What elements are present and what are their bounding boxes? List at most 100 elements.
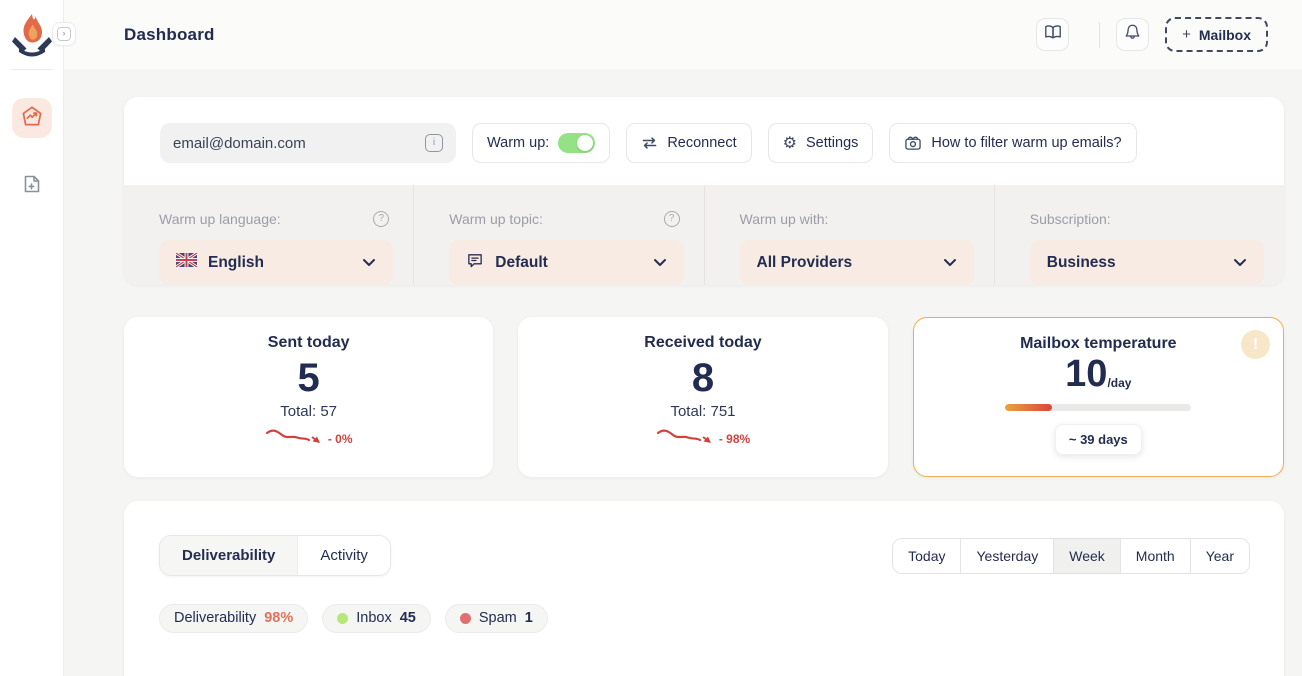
mailbox-settings-row: Warm up language: ? bbox=[124, 185, 1284, 285]
home-trend-icon bbox=[21, 105, 43, 132]
sent-today-total: Total: 57 bbox=[280, 403, 338, 420]
warmup-with-dropdown[interactable]: All Providers bbox=[739, 240, 974, 285]
temperature-title: Mailbox temperature bbox=[1020, 335, 1177, 352]
warmup-with-label: Warm up with: bbox=[739, 211, 829, 227]
email-value: email@domain.com bbox=[173, 134, 306, 152]
sent-today-trend: - 0% bbox=[124, 427, 493, 450]
chevron-down-icon bbox=[943, 258, 957, 267]
temperature-progress-fill bbox=[1005, 403, 1052, 411]
reconnect-label: Reconnect bbox=[667, 135, 737, 151]
received-today-total: Total: 751 bbox=[670, 403, 736, 420]
sent-today-value: 5 bbox=[297, 356, 320, 400]
campfire-logo[interactable] bbox=[11, 12, 53, 58]
warmup-label: Warm up: bbox=[487, 135, 550, 151]
received-today-card: Received today 8 Total: 751 - 98% bbox=[518, 317, 888, 477]
received-today-title: Received today bbox=[644, 334, 762, 351]
bell-icon bbox=[1124, 23, 1141, 46]
range-today[interactable]: Today bbox=[893, 538, 961, 573]
warmup-with-value: All Providers bbox=[756, 253, 853, 271]
info-icon[interactable]: i bbox=[425, 134, 443, 152]
top-header: Dashboard bbox=[64, 0, 1302, 69]
sidebar-item-dashboard[interactable] bbox=[11, 98, 52, 138]
warmup-language-label: Warm up language: bbox=[159, 211, 281, 227]
subscription-label: Subscription: bbox=[1029, 211, 1111, 227]
warmup-toggle-box: Warm up: bbox=[472, 123, 611, 163]
sidebar-divider bbox=[10, 69, 53, 70]
main-area: Dashboard bbox=[64, 0, 1302, 676]
legend-inbox-label: Inbox bbox=[356, 610, 392, 626]
legend-spam-label: Spam bbox=[478, 610, 517, 626]
warmup-topic-dropdown[interactable]: Default bbox=[449, 240, 684, 285]
setting-warmup-topic: Warm up topic: ? Default bbox=[413, 185, 703, 285]
chart-controls-row: Deliverability Activity Today Yesterday … bbox=[159, 535, 1250, 576]
warmup-language-value: English bbox=[208, 253, 264, 271]
header-divider bbox=[1099, 21, 1101, 48]
toggle-knob bbox=[577, 135, 594, 151]
range-year[interactable]: Year bbox=[1189, 538, 1249, 573]
range-week[interactable]: Week bbox=[1053, 538, 1120, 573]
email-field[interactable]: email@domain.com i bbox=[160, 123, 456, 163]
chevron-down-icon bbox=[653, 258, 667, 267]
settings-button[interactable]: ⚙ Settings bbox=[767, 123, 874, 163]
setting-subscription: Subscription: Business bbox=[993, 185, 1284, 285]
page-title: Dashboard bbox=[124, 24, 215, 44]
tab-activity[interactable]: Activity bbox=[298, 536, 390, 575]
warmup-toggle[interactable] bbox=[558, 133, 596, 153]
setting-warmup-language: Warm up language: ? bbox=[124, 185, 413, 285]
spam-dot-icon bbox=[459, 612, 471, 624]
help-icon[interactable]: ? bbox=[663, 211, 680, 227]
range-filter: Today Yesterday Week Month Year bbox=[892, 537, 1250, 574]
content: email@domain.com i Warm up: bbox=[64, 69, 1302, 676]
notifications-button[interactable] bbox=[1116, 18, 1150, 51]
book-icon bbox=[1044, 24, 1062, 45]
inbox-dot-icon bbox=[337, 612, 349, 624]
howto-filter-button[interactable]: How to filter warm up emails? bbox=[889, 123, 1137, 163]
reconnect-icon bbox=[641, 135, 658, 151]
reconnect-button[interactable]: Reconnect bbox=[626, 123, 752, 163]
temperature-eta-badge: ~ 39 days bbox=[1054, 423, 1142, 455]
chevron-down-icon bbox=[362, 258, 376, 267]
help-icon[interactable]: ? bbox=[373, 211, 390, 227]
sent-today-trend-label: - 0% bbox=[327, 431, 353, 446]
howto-filter-label: How to filter warm up emails? bbox=[931, 135, 1122, 151]
range-yesterday[interactable]: Yesterday bbox=[960, 538, 1054, 573]
tab-deliverability[interactable]: Deliverability bbox=[160, 536, 299, 575]
setting-warmup-with: Warm up with: All Providers bbox=[703, 185, 994, 285]
temperature-value: 10 bbox=[1065, 353, 1108, 395]
mailbox-card: email@domain.com i Warm up: bbox=[124, 97, 1284, 285]
warmup-language-dropdown[interactable]: English bbox=[159, 240, 394, 285]
alert-icon[interactable]: ! bbox=[1240, 330, 1270, 359]
downtrend-line-icon bbox=[265, 427, 323, 450]
legend-spam[interactable]: Spam 1 bbox=[444, 604, 548, 633]
docs-button[interactable] bbox=[1036, 18, 1070, 51]
legend-deliverability-label: Deliverability bbox=[174, 610, 257, 626]
chart-card: Deliverability Activity Today Yesterday … bbox=[124, 501, 1284, 676]
downtrend-line-icon bbox=[656, 427, 714, 450]
sidebar-item-templates[interactable] bbox=[12, 166, 52, 206]
legend-deliverability[interactable]: Deliverability 98% bbox=[159, 604, 309, 633]
warmup-topic-label: Warm up topic: bbox=[449, 211, 543, 227]
uk-flag-icon bbox=[175, 251, 198, 272]
video-icon bbox=[904, 135, 922, 151]
header-actions: + Mailbox bbox=[1036, 17, 1268, 52]
add-mailbox-button[interactable]: + Mailbox bbox=[1165, 17, 1268, 52]
received-today-value: 8 bbox=[691, 356, 715, 400]
plus-icon: + bbox=[1182, 26, 1191, 43]
range-month[interactable]: Month bbox=[1119, 538, 1190, 573]
mailbox-card-top-row: email@domain.com i Warm up: bbox=[124, 97, 1284, 185]
chat-icon bbox=[466, 252, 484, 274]
temperature-value-row: 10 /day bbox=[914, 353, 1283, 395]
document-plus-icon bbox=[21, 173, 43, 200]
stats-row: Sent today 5 Total: 57 - 0% bbox=[124, 317, 1284, 477]
legend-inbox-value: 45 bbox=[399, 610, 416, 626]
subscription-dropdown[interactable]: Business bbox=[1029, 240, 1264, 285]
legend-deliverability-value: 98% bbox=[264, 610, 294, 626]
temperature-unit: /day bbox=[1107, 375, 1132, 390]
add-mailbox-label: Mailbox bbox=[1198, 26, 1251, 43]
sidebar-collapse-button[interactable]: › bbox=[52, 22, 76, 46]
warmup-topic-value: Default bbox=[495, 253, 548, 271]
legend-inbox[interactable]: Inbox 45 bbox=[322, 604, 431, 633]
chevron-right-icon: › bbox=[57, 27, 71, 41]
gear-icon: ⚙ bbox=[782, 135, 797, 152]
